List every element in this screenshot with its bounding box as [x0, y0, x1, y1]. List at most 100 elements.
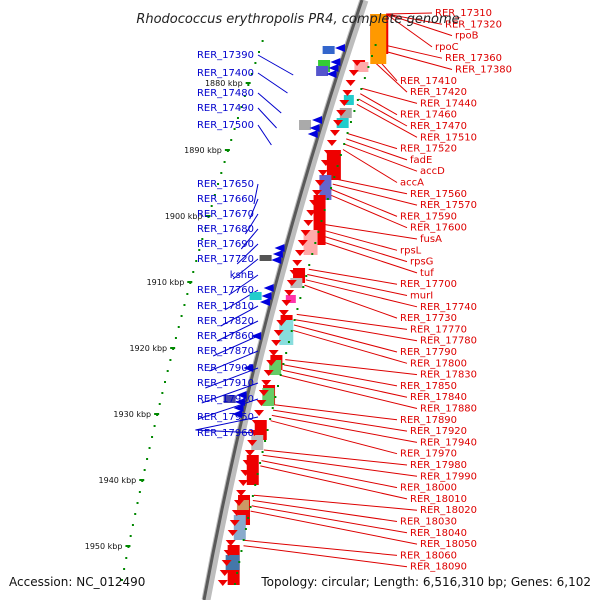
gene-block[interactable]	[316, 66, 329, 76]
gene-label-right[interactable]: RER_18050	[420, 539, 477, 550]
gene-block[interactable]	[279, 320, 294, 345]
gene-block[interactable]	[326, 150, 341, 180]
gene-label-right[interactable]: RER_17790	[400, 347, 457, 358]
gene-arrow-icon[interactable]	[309, 200, 320, 206]
gene-arrow-icon[interactable]	[261, 380, 272, 386]
gene-arrow-icon[interactable]	[274, 244, 285, 252]
gene-label-left[interactable]: RER_17500	[197, 120, 254, 131]
gene-block[interactable]	[322, 46, 335, 54]
gene-arrow-icon[interactable]	[251, 332, 262, 340]
gene-arrow-icon[interactable]	[312, 116, 323, 124]
gene-arrow-icon[interactable]	[278, 310, 289, 316]
gene-arrow-icon[interactable]	[314, 180, 325, 186]
gene-label-right[interactable]: tuf	[420, 268, 434, 279]
gene-label-right[interactable]: RER_17830	[420, 370, 477, 381]
gene-label-right[interactable]: RER_18040	[410, 528, 467, 539]
gene-block[interactable]	[223, 395, 236, 403]
gene-arrow-icon[interactable]	[281, 300, 292, 306]
gene-label-right[interactable]: RER_18060	[400, 550, 457, 561]
gene-arrow-icon[interactable]	[268, 350, 279, 356]
gene-label-left[interactable]: RER_17910	[197, 378, 254, 389]
gene-arrow-icon[interactable]	[345, 80, 356, 86]
gene-label-right[interactable]: RER_18030	[400, 517, 457, 528]
gene-label-left[interactable]: RER_17390	[197, 50, 254, 61]
gene-arrow-icon[interactable]	[329, 130, 340, 136]
gene-label-left[interactable]: RER_17490	[197, 103, 254, 114]
gene-arrow-icon[interactable]	[294, 250, 305, 256]
gene-block[interactable]	[336, 118, 349, 128]
gene-label-right[interactable]: fusA	[420, 234, 442, 245]
gene-arrow-icon[interactable]	[256, 400, 267, 406]
gene-label-right[interactable]: murI	[410, 291, 433, 302]
gene-label-right[interactable]: RER_18020	[420, 505, 477, 516]
gene-label-right[interactable]: RER_17420	[410, 87, 467, 98]
gene-label-right[interactable]: rpsL	[400, 245, 422, 256]
gene-label-right[interactable]: RER_17320	[445, 19, 502, 30]
gene-arrow-icon[interactable]	[326, 70, 337, 78]
gene-label-right[interactable]: RER_17590	[400, 211, 457, 222]
gene-label-left[interactable]: RER_17480	[197, 88, 254, 99]
gene-label-right[interactable]: RER_17510	[420, 132, 477, 143]
gene-label-left[interactable]: RER_17900	[197, 363, 254, 374]
gene-label-right[interactable]: RER_17880	[420, 404, 477, 415]
gene-label-right[interactable]: RER_17990	[420, 471, 477, 482]
gene-arrow-icon[interactable]	[272, 250, 283, 258]
gene-arrow-icon[interactable]	[243, 364, 254, 372]
gene-arrow-icon[interactable]	[292, 260, 303, 266]
gene-arrow-icon[interactable]	[323, 150, 334, 156]
gene-arrow-icon[interactable]	[258, 390, 269, 396]
gene-label-right[interactable]: RER_17730	[400, 313, 457, 324]
gene-label-left[interactable]: RER_17400	[197, 68, 254, 79]
gene-label-right[interactable]: RER_17970	[400, 449, 457, 460]
gene-arrow-icon[interactable]	[259, 298, 270, 306]
gene-arrow-icon[interactable]	[244, 450, 255, 456]
gene-arrow-icon[interactable]	[306, 210, 317, 216]
gene-block[interactable]	[303, 230, 318, 255]
gene-label-left[interactable]: RER_17650	[197, 179, 254, 190]
gene-label-right[interactable]: RER_17470	[410, 121, 467, 132]
gene-block[interactable]	[254, 420, 267, 440]
gene-arrow-icon[interactable]	[234, 398, 245, 406]
gene-arrow-icon[interactable]	[247, 440, 258, 446]
gene-block[interactable]	[249, 292, 262, 300]
gene-label-right[interactable]: RER_17780	[420, 336, 477, 347]
gene-arrow-icon[interactable]	[232, 410, 243, 418]
gene-label-right[interactable]: RER_17560	[410, 189, 467, 200]
gene-label-left[interactable]: RER_17820	[197, 316, 254, 327]
gene-block[interactable]	[299, 120, 312, 130]
gene-arrow-icon[interactable]	[219, 570, 230, 576]
gene-label-right[interactable]: RER_17890	[400, 415, 457, 426]
gene-arrow-icon[interactable]	[223, 550, 234, 556]
gene-arrow-icon[interactable]	[352, 60, 363, 66]
gene-label-right[interactable]: RER_18010	[410, 494, 467, 505]
gene-block[interactable]	[370, 14, 387, 64]
gene-label-left[interactable]: RER_17760	[197, 285, 254, 296]
gene-arrow-icon[interactable]	[286, 280, 297, 286]
gene-arrow-icon[interactable]	[348, 70, 359, 76]
gene-arrow-icon[interactable]	[300, 230, 311, 236]
gene-label-right[interactable]: RER_18090	[410, 562, 467, 573]
gene-label-right[interactable]: RER_17980	[410, 460, 467, 471]
gene-block[interactable]	[285, 295, 296, 303]
gene-arrow-icon[interactable]	[297, 240, 308, 246]
gene-label-right[interactable]: RER_17440	[420, 98, 477, 109]
gene-label-left[interactable]: RER_17860	[197, 331, 254, 342]
gene-arrow-icon[interactable]	[254, 410, 265, 416]
gene-arrow-icon[interactable]	[309, 124, 320, 132]
gene-label-right[interactable]: RER_17520	[400, 144, 457, 155]
gene-arrow-icon[interactable]	[342, 90, 353, 96]
gene-label-right[interactable]: rpsG	[410, 257, 433, 268]
gene-label-right[interactable]: RER_17740	[420, 302, 477, 313]
gene-arrow-icon[interactable]	[263, 370, 274, 376]
gene-arrow-icon[interactable]	[307, 130, 318, 138]
gene-arrow-icon[interactable]	[333, 120, 344, 126]
gene-arrow-icon[interactable]	[271, 256, 282, 264]
gene-label-right[interactable]: RER_17410	[400, 76, 457, 87]
gene-label-right[interactable]: rpoB	[455, 31, 479, 42]
gene-arrow-icon[interactable]	[261, 292, 272, 300]
gene-label-left[interactable]: RER_17680	[197, 224, 254, 235]
gene-label-left[interactable]: RER_17660	[197, 194, 254, 205]
gene-label-right[interactable]: RER_17310	[435, 8, 492, 19]
gene-label-left[interactable]: RER_17870	[197, 346, 254, 357]
gene-arrow-icon[interactable]	[238, 480, 249, 486]
